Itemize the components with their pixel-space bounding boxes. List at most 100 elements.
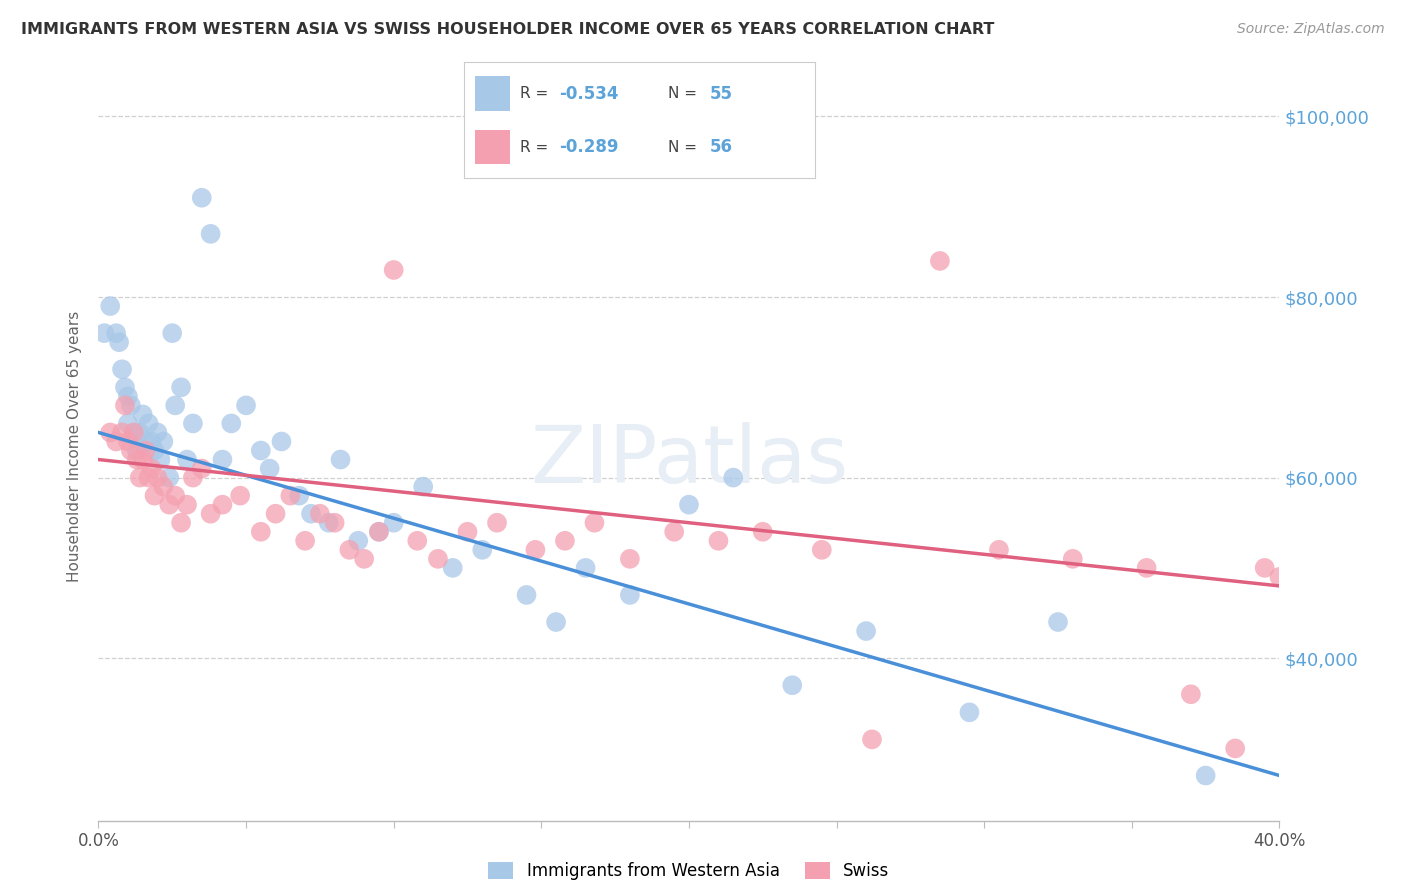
Point	[368, 524, 391, 539]
Text: R =: R =	[520, 87, 554, 102]
Point	[152, 434, 174, 449]
Point	[1180, 687, 1202, 701]
Point	[723, 470, 745, 484]
Point	[1062, 552, 1084, 566]
Point	[347, 533, 370, 548]
Text: ZIPatlas: ZIPatlas	[530, 422, 848, 500]
Point	[200, 227, 222, 241]
Point	[117, 434, 139, 449]
Point	[122, 425, 145, 440]
Text: 56: 56	[710, 138, 733, 156]
Point	[339, 542, 361, 557]
Point	[221, 417, 243, 431]
Point	[1268, 570, 1291, 584]
Point	[441, 561, 464, 575]
Point	[135, 434, 157, 449]
Point	[412, 480, 434, 494]
Point	[250, 443, 273, 458]
Point	[382, 516, 405, 530]
Point	[929, 254, 952, 268]
Point	[176, 452, 198, 467]
Point	[200, 507, 222, 521]
Text: Source: ZipAtlas.com: Source: ZipAtlas.com	[1237, 22, 1385, 37]
Point	[270, 434, 292, 449]
Point	[1195, 768, 1218, 782]
Point	[211, 498, 233, 512]
Point	[138, 470, 160, 484]
Point	[157, 498, 180, 512]
Point	[138, 417, 160, 431]
Point	[93, 326, 115, 340]
Point	[299, 507, 322, 521]
Point	[132, 408, 155, 422]
Point	[141, 434, 163, 449]
Point	[382, 263, 405, 277]
Bar	[475, 77, 510, 112]
Point	[120, 398, 142, 412]
Point	[855, 624, 877, 638]
Point	[120, 443, 142, 458]
Y-axis label: Householder Income Over 65 years: Householder Income Over 65 years	[67, 310, 83, 582]
Point	[98, 425, 121, 440]
Point	[619, 588, 641, 602]
Point	[128, 425, 150, 440]
Point	[117, 389, 139, 403]
Text: IMMIGRANTS FROM WESTERN ASIA VS SWISS HOUSEHOLDER INCOME OVER 65 YEARS CORRELATI: IMMIGRANTS FROM WESTERN ASIA VS SWISS HO…	[21, 22, 994, 37]
Point	[229, 489, 252, 503]
Point	[309, 507, 332, 521]
Text: -0.289: -0.289	[560, 138, 619, 156]
Point	[181, 470, 204, 484]
Point	[170, 380, 193, 394]
Point	[114, 398, 136, 412]
Point	[105, 326, 128, 340]
Point	[157, 470, 180, 484]
Point	[132, 452, 155, 467]
Bar	[475, 129, 510, 164]
Point	[125, 452, 148, 467]
Point	[1254, 561, 1277, 575]
Legend: Immigrants from Western Asia, Swiss: Immigrants from Western Asia, Swiss	[488, 862, 890, 880]
Point	[329, 452, 352, 467]
Point	[211, 452, 233, 467]
Point	[406, 533, 429, 548]
Point	[111, 362, 134, 376]
Point	[860, 732, 883, 747]
Text: N =: N =	[668, 87, 702, 102]
Text: N =: N =	[668, 139, 702, 154]
Point	[554, 533, 576, 548]
Point	[546, 615, 568, 629]
Point	[152, 480, 174, 494]
Point	[146, 470, 169, 484]
Point	[170, 516, 193, 530]
Point	[583, 516, 606, 530]
Point	[1046, 615, 1070, 629]
Point	[288, 489, 311, 503]
Point	[678, 498, 700, 512]
Point	[988, 542, 1011, 557]
Point	[162, 326, 183, 340]
Point	[108, 335, 131, 350]
Point	[181, 417, 204, 431]
Point	[323, 516, 346, 530]
Point	[149, 452, 172, 467]
Point	[516, 588, 538, 602]
Point	[105, 434, 128, 449]
Point	[165, 398, 187, 412]
Point	[111, 425, 134, 440]
Point	[457, 524, 479, 539]
Point	[191, 191, 214, 205]
Point	[143, 489, 166, 503]
Point	[486, 516, 509, 530]
Point	[427, 552, 450, 566]
Point	[368, 524, 391, 539]
Point	[143, 443, 166, 458]
Point	[250, 524, 273, 539]
Point	[619, 552, 641, 566]
Point	[294, 533, 316, 548]
Point	[959, 706, 981, 720]
Point	[135, 443, 157, 458]
Point	[524, 542, 547, 557]
Point	[707, 533, 730, 548]
Point	[318, 516, 340, 530]
Point	[117, 417, 139, 431]
